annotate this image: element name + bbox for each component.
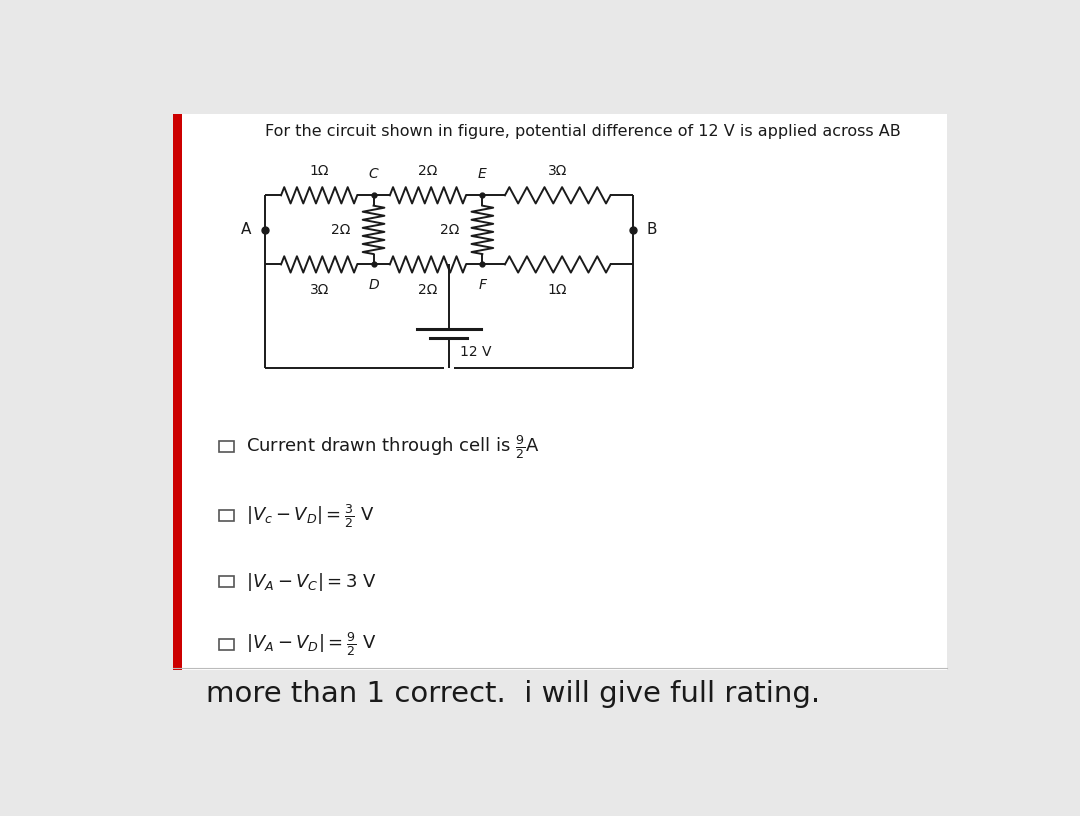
Text: 1Ω: 1Ω — [309, 164, 329, 178]
Text: 3Ω: 3Ω — [548, 164, 567, 178]
Bar — [173, 113, 181, 670]
Text: For the circuit shown in figure, potential difference of 12 V is applied across : For the circuit shown in figure, potenti… — [265, 124, 901, 139]
Bar — [218, 639, 233, 650]
Text: $|V_A - V_D| = \frac{9}{2}$ V: $|V_A - V_D| = \frac{9}{2}$ V — [246, 631, 377, 659]
Text: 12 V: 12 V — [460, 345, 491, 359]
Text: 2Ω: 2Ω — [330, 223, 350, 237]
Text: F: F — [478, 278, 486, 292]
Bar — [173, 113, 947, 670]
Text: C: C — [368, 167, 378, 181]
Text: E: E — [478, 167, 487, 181]
Bar — [218, 576, 233, 588]
Text: D: D — [368, 278, 379, 292]
Text: B: B — [646, 223, 657, 237]
Text: $|V_c - V_D| = \frac{3}{2}$ V: $|V_c - V_D| = \frac{3}{2}$ V — [246, 502, 375, 530]
Text: 3Ω: 3Ω — [310, 283, 328, 297]
Text: more than 1 correct.  i will give full rating.: more than 1 correct. i will give full ra… — [206, 680, 821, 707]
Text: A: A — [241, 223, 252, 237]
Text: 2Ω: 2Ω — [418, 164, 437, 178]
Text: Current drawn through cell is $\frac{9}{2}$A: Current drawn through cell is $\frac{9}{… — [246, 432, 540, 460]
Bar — [218, 510, 233, 521]
Text: 2Ω: 2Ω — [440, 223, 459, 237]
Bar — [218, 441, 233, 452]
Text: 1Ω: 1Ω — [548, 283, 567, 297]
Text: $|V_A - V_C| = 3$ V: $|V_A - V_C| = 3$ V — [246, 570, 377, 592]
Text: 2Ω: 2Ω — [418, 283, 437, 297]
